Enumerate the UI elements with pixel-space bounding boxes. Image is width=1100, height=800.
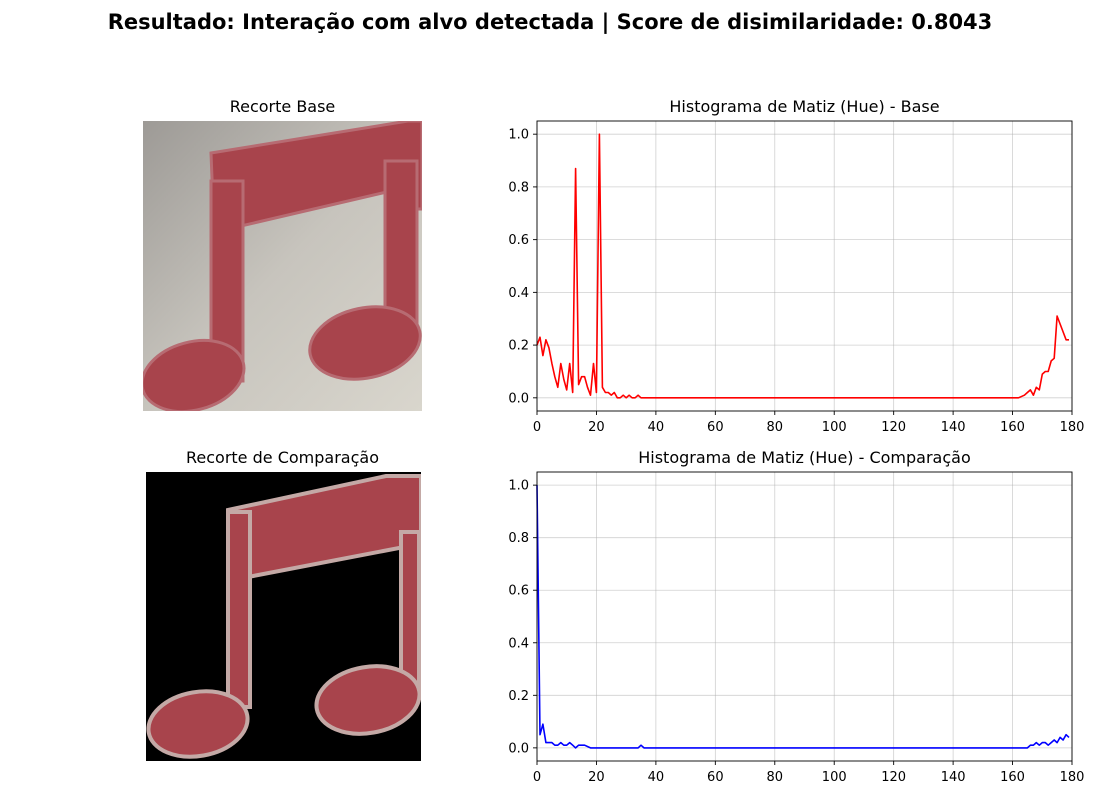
x-tick-label: 140 xyxy=(941,420,966,435)
x-tick-label: 80 xyxy=(767,420,784,435)
x-tick-label: 80 xyxy=(767,770,784,785)
x-tick-label: 60 xyxy=(707,420,724,435)
y-tick-label: 0.2 xyxy=(508,689,529,704)
comparison-image-title: Recorte de Comparação xyxy=(186,448,379,467)
x-tick-label: 160 xyxy=(1000,770,1025,785)
x-tick-label: 0 xyxy=(533,770,541,785)
y-tick-label: 0.4 xyxy=(508,286,529,301)
x-tick-label: 140 xyxy=(941,770,966,785)
y-tick-label: 0.0 xyxy=(508,741,529,756)
x-tick-label: 180 xyxy=(1060,420,1085,435)
axes-frame xyxy=(536,471,1073,762)
y-tick-label: 1.0 xyxy=(508,479,529,494)
y-tick-label: 0.0 xyxy=(508,391,529,406)
hist-compare-title: Histograma de Matiz (Hue) - Comparação xyxy=(638,448,971,467)
x-tick-label: 120 xyxy=(881,420,906,435)
axes-frame xyxy=(536,120,1073,412)
x-tick-label: 160 xyxy=(1000,420,1025,435)
x-tick-label: 180 xyxy=(1060,770,1085,785)
y-tick-label: 0.8 xyxy=(508,180,529,195)
y-tick-label: 0.8 xyxy=(508,531,529,546)
y-tick-label: 0.6 xyxy=(508,233,529,248)
x-tick-label: 40 xyxy=(648,770,665,785)
music-note-icon xyxy=(140,119,424,413)
x-tick-label: 100 xyxy=(822,420,847,435)
hist-base-title: Histograma de Matiz (Hue) - Base xyxy=(669,97,940,116)
x-tick-label: 120 xyxy=(881,770,906,785)
x-tick-label: 60 xyxy=(707,770,724,785)
y-tick-label: 0.2 xyxy=(508,339,529,354)
y-tick-label: 0.4 xyxy=(508,636,529,651)
series-line xyxy=(536,485,1070,749)
x-tick-label: 0 xyxy=(533,420,541,435)
figure-title: Resultado: Interação com alvo detectada … xyxy=(107,10,993,34)
y-tick-label: 0.6 xyxy=(508,584,529,599)
series-line xyxy=(536,133,1069,399)
x-tick-label: 20 xyxy=(588,420,605,435)
base-image-title: Recorte Base xyxy=(229,97,336,116)
comparison-image xyxy=(146,472,423,761)
x-tick-label: 40 xyxy=(648,420,665,435)
base-image xyxy=(140,119,424,413)
music-note-icon xyxy=(146,474,423,759)
x-tick-label: 20 xyxy=(588,770,605,785)
x-tick-label: 100 xyxy=(822,770,847,785)
y-tick-label: 1.0 xyxy=(508,128,529,143)
